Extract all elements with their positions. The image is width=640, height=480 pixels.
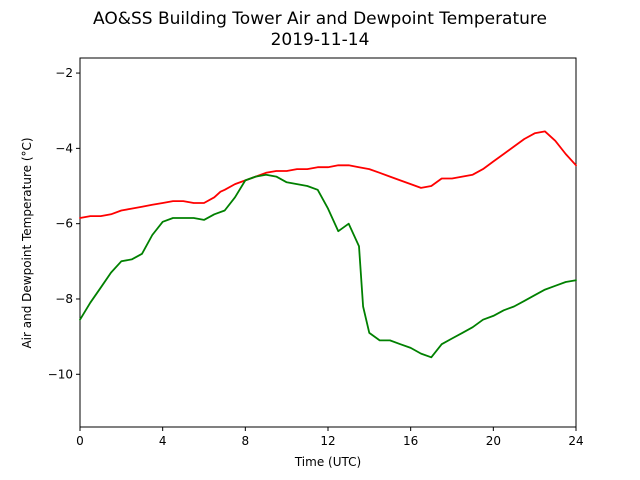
y-tick-label: −8	[55, 292, 73, 306]
x-tick-label: 16	[403, 434, 418, 448]
y-tick-label: −6	[55, 217, 73, 231]
y-tick-label: −4	[55, 141, 73, 155]
y-axis-label: Air and Dewpoint Temperature (°C)	[20, 137, 34, 348]
x-tick-label: 20	[486, 434, 501, 448]
x-tick-label: 8	[242, 434, 250, 448]
series-line-0	[79, 130, 577, 219]
plot-frame	[79, 57, 577, 428]
chart-title: AO&SS Building Tower Air and Dewpoint Te…	[93, 9, 547, 29]
series-line-1	[79, 173, 577, 359]
x-axis: 0 4 8 12 16 20 24	[76, 427, 584, 448]
chart-subtitle: 2019-11-14	[271, 30, 370, 50]
x-axis-label: Time (UTC)	[294, 455, 361, 469]
x-tick-label: 24	[568, 434, 583, 448]
x-tick-label: 0	[76, 434, 84, 448]
x-tick-label: 12	[320, 434, 335, 448]
x-tick-label: 4	[159, 434, 167, 448]
series-group	[79, 130, 577, 359]
y-tick-label: −2	[55, 66, 73, 80]
y-axis: −10 −8 −6 −4 −2	[48, 66, 80, 381]
y-tick-label: −10	[48, 367, 73, 381]
